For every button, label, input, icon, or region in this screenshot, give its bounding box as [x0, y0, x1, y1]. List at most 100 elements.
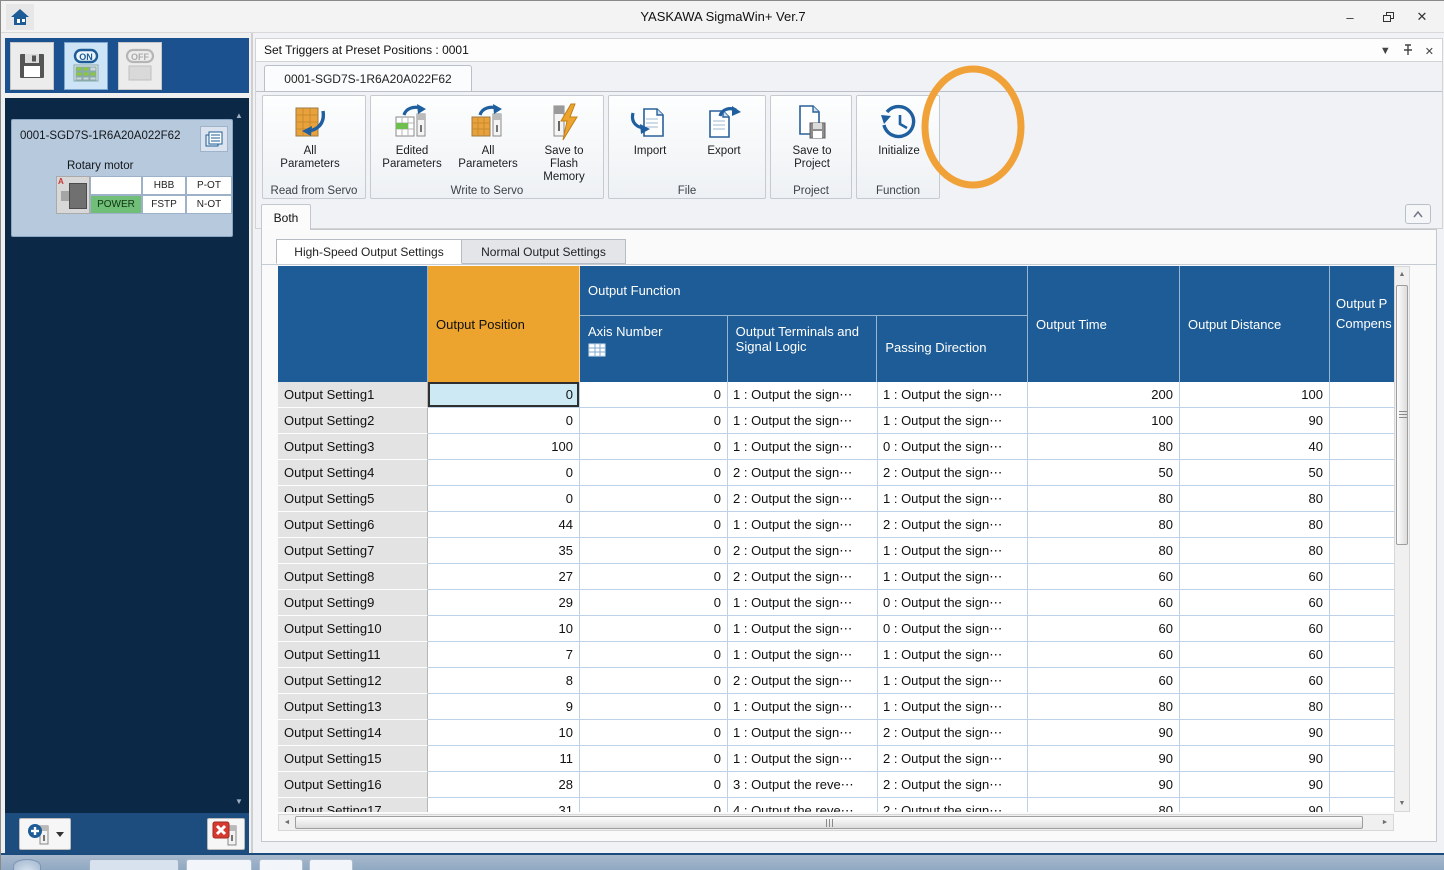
cell-axis-number[interactable]: 0	[580, 746, 728, 772]
cell-axis-number[interactable]: 0	[580, 772, 728, 798]
cell-output-time[interactable]: 100	[1028, 408, 1180, 434]
cell-output-position[interactable]: 27	[428, 564, 580, 590]
cell-output-distance[interactable]: 80	[1180, 486, 1330, 512]
cell-axis-number[interactable]: 0	[580, 512, 728, 538]
header-output-distance[interactable]: Output Distance	[1180, 266, 1330, 382]
add-axis-button[interactable]	[19, 818, 71, 850]
cell-output-distance[interactable]: 100	[1180, 382, 1330, 408]
header-output-terminals[interactable]: Output Terminals and Signal Logic	[728, 316, 878, 382]
cell-output-time[interactable]: 200	[1028, 382, 1180, 408]
cell-passing-direction[interactable]: 1 : Output the sign⋯	[878, 642, 1028, 668]
cell-output-distance[interactable]: 60	[1180, 668, 1330, 694]
panel-menu-icon[interactable]: ▼	[1379, 45, 1391, 57]
minimize-button[interactable]: –	[1346, 9, 1354, 25]
cell-axis-number[interactable]: 0	[580, 382, 728, 408]
cell-output-terminals[interactable]: 1 : Output the sign⋯	[728, 382, 878, 408]
cell-output-time[interactable]: 90	[1028, 720, 1180, 746]
taskbar-item[interactable]	[89, 859, 179, 870]
row-label[interactable]: Output Setting9	[278, 590, 428, 616]
scroll-right-icon[interactable]: ►	[1381, 819, 1389, 826]
cell-output-terminals[interactable]: 2 : Output the sign⋯	[728, 460, 878, 486]
cell-output-position[interactable]: 44	[428, 512, 580, 538]
cell-output-time[interactable]: 60	[1028, 590, 1180, 616]
tab-high-speed-output-settings[interactable]: High-Speed Output Settings	[276, 239, 462, 264]
cell-output-distance[interactable]: 60	[1180, 590, 1330, 616]
save-to-flash-memory-button[interactable]: Save to Flash Memory	[527, 99, 601, 183]
scroll-up-icon[interactable]: ▲	[1398, 271, 1406, 278]
row-label[interactable]: Output Setting6	[278, 512, 428, 538]
cell-output-position-compensation[interactable]	[1330, 694, 1394, 720]
cell-output-terminals[interactable]: 1 : Output the sign⋯	[728, 746, 878, 772]
write-edited-parameters-button[interactable]: Edited Parameters	[375, 99, 449, 181]
cell-output-position[interactable]: 28	[428, 772, 580, 798]
tab-normal-output-settings[interactable]: Normal Output Settings	[462, 239, 626, 264]
cell-passing-direction[interactable]: 1 : Output the sign⋯	[878, 668, 1028, 694]
cell-output-distance[interactable]: 90	[1180, 720, 1330, 746]
cell-passing-direction[interactable]: 1 : Output the sign⋯	[878, 538, 1028, 564]
cell-output-position[interactable]: 11	[428, 746, 580, 772]
cell-output-time[interactable]: 80	[1028, 512, 1180, 538]
cell-passing-direction[interactable]: 1 : Output the sign⋯	[878, 408, 1028, 434]
row-label[interactable]: Output Setting5	[278, 486, 428, 512]
row-label[interactable]: Output Setting4	[278, 460, 428, 486]
cell-output-time[interactable]: 80	[1028, 694, 1180, 720]
cell-output-position[interactable]: 100	[428, 434, 580, 460]
cell-output-terminals[interactable]: 2 : Output the sign⋯	[728, 486, 878, 512]
cell-output-position[interactable]: 29	[428, 590, 580, 616]
cell-output-position-compensation[interactable]	[1330, 746, 1394, 772]
row-label[interactable]: Output Setting7	[278, 538, 428, 564]
cell-output-position-compensation[interactable]	[1330, 668, 1394, 694]
cell-output-position[interactable]: 0	[428, 408, 580, 434]
cell-passing-direction[interactable]: 1 : Output the sign⋯	[878, 694, 1028, 720]
cell-output-position[interactable]: 31	[428, 798, 580, 812]
cell-output-position[interactable]: 0	[428, 486, 580, 512]
cell-axis-number[interactable]: 0	[580, 798, 728, 812]
cell-axis-number[interactable]: 0	[580, 720, 728, 746]
cell-output-position-compensation[interactable]	[1330, 434, 1394, 460]
cell-output-distance[interactable]: 80	[1180, 538, 1330, 564]
cell-output-terminals[interactable]: 2 : Output the sign⋯	[728, 564, 878, 590]
cell-output-time[interactable]: 60	[1028, 668, 1180, 694]
cell-output-terminals[interactable]: 1 : Output the sign⋯	[728, 434, 878, 460]
header-output-position-compensation[interactable]: Output P Compens	[1336, 296, 1392, 331]
cell-output-position-compensation[interactable]	[1330, 538, 1394, 564]
cell-axis-number[interactable]: 0	[580, 564, 728, 590]
export-button[interactable]: Export	[689, 99, 759, 181]
cell-output-position-compensation[interactable]	[1330, 772, 1394, 798]
cell-axis-number[interactable]: 0	[580, 538, 728, 564]
cell-output-terminals[interactable]: 1 : Output the sign⋯	[728, 642, 878, 668]
cell-output-time[interactable]: 80	[1028, 434, 1180, 460]
cell-output-position[interactable]: 35	[428, 538, 580, 564]
cell-passing-direction[interactable]: 2 : Output the sign⋯	[878, 746, 1028, 772]
cell-output-position-compensation[interactable]	[1330, 616, 1394, 642]
cell-axis-number[interactable]: 0	[580, 642, 728, 668]
cell-output-position[interactable]: 10	[428, 720, 580, 746]
pin-icon[interactable]	[1403, 43, 1413, 59]
import-button[interactable]: Import	[615, 99, 685, 181]
cell-axis-number[interactable]: 0	[580, 590, 728, 616]
cell-output-time[interactable]: 80	[1028, 538, 1180, 564]
horizontal-scroll-thumb[interactable]	[295, 816, 1363, 829]
row-label[interactable]: Output Setting2	[278, 408, 428, 434]
cell-output-distance[interactable]: 60	[1180, 642, 1330, 668]
cell-output-position-compensation[interactable]	[1330, 564, 1394, 590]
cell-output-time[interactable]: 60	[1028, 642, 1180, 668]
taskbar-item[interactable]	[309, 859, 353, 870]
cell-axis-number[interactable]: 0	[580, 694, 728, 720]
servo-card[interactable]: 0001-SGD7S-1R6A20A022F62 Rotary motor A …	[11, 119, 233, 237]
scroll-left-icon[interactable]: ◄	[283, 819, 291, 826]
cell-axis-number[interactable]: 0	[580, 668, 728, 694]
cell-axis-number[interactable]: 0	[580, 486, 728, 512]
cell-passing-direction[interactable]: 2 : Output the sign⋯	[878, 460, 1028, 486]
cell-output-position[interactable]: 0	[428, 382, 580, 408]
cell-output-terminals[interactable]: 1 : Output the sign⋯	[728, 720, 878, 746]
cell-output-position-compensation[interactable]	[1330, 720, 1394, 746]
cell-output-terminals[interactable]: 1 : Output the sign⋯	[728, 694, 878, 720]
vertical-scroll-thumb[interactable]	[1396, 285, 1408, 545]
row-label[interactable]: Output Setting14	[278, 720, 428, 746]
cell-output-position[interactable]: 8	[428, 668, 580, 694]
row-label[interactable]: Output Setting8	[278, 564, 428, 590]
row-label[interactable]: Output Setting13	[278, 694, 428, 720]
cell-output-position-compensation[interactable]	[1330, 460, 1394, 486]
header-passing-direction[interactable]: Passing Direction	[885, 340, 987, 355]
